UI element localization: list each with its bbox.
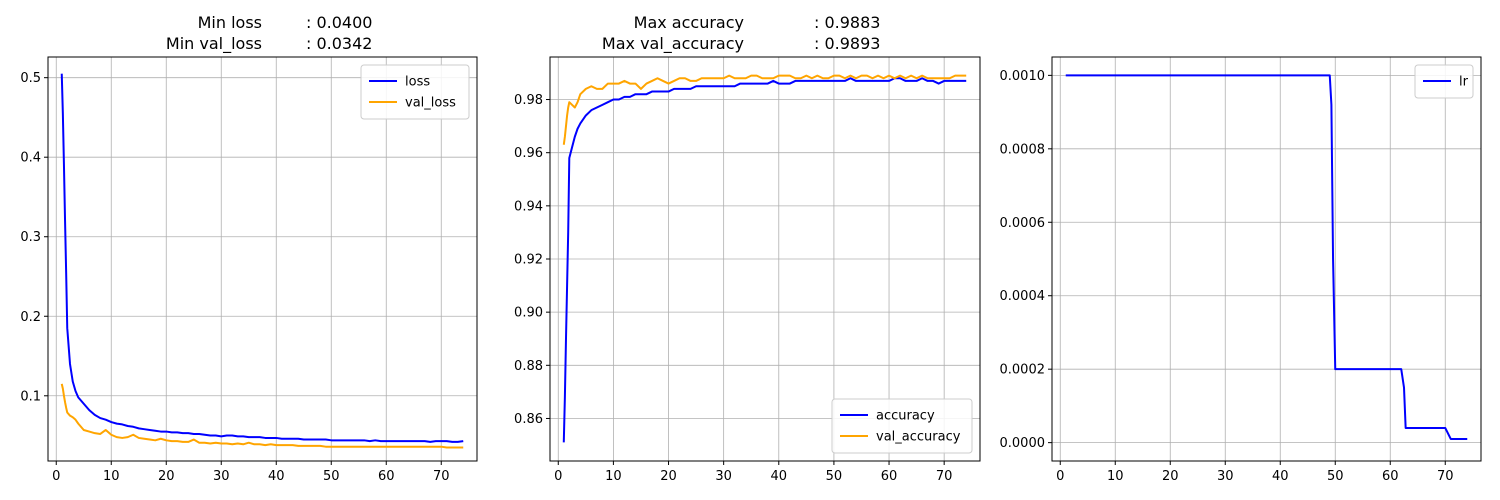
y-tick-label: 0.0006: [1000, 216, 1046, 231]
legend-box: [831, 398, 973, 454]
title-label: Min val_loss: [166, 34, 262, 54]
y-tick-label: 0.88: [514, 359, 543, 374]
y-tick-label: 0.0002: [1000, 363, 1046, 378]
x-tick-label: 70: [1437, 469, 1454, 484]
chart-panel-2: 0 10 20 30 40 50 60 70 0.86 0.88 0.90 0.92 0.94 0.96 0…: [514, 13, 981, 484]
x-tick-label: 30: [213, 469, 230, 484]
x-tick-label: 0: [554, 469, 562, 484]
x-tick-label: 50: [323, 469, 340, 484]
y-tick-label: 0.90: [514, 306, 543, 321]
x-tick-label: 20: [1162, 469, 1179, 484]
title-value: : 0.0400: [306, 13, 372, 32]
legend-label-lr: lr: [1459, 75, 1469, 90]
x-tick-label: 40: [771, 469, 788, 484]
title-label: Max val_accuracy: [602, 34, 744, 54]
x-tick-label: 40: [1272, 469, 1289, 484]
x-tick-label: 60: [378, 469, 395, 484]
x-tick-label: 10: [605, 469, 622, 484]
y-tick-label: 0.0000: [1000, 436, 1046, 451]
x-tick-label: 20: [660, 469, 677, 484]
y-tick-label: 0.98: [514, 93, 543, 108]
legend-box: [360, 64, 470, 120]
x-tick-label: 30: [1217, 469, 1234, 484]
legend-label-val_loss: val_loss: [405, 96, 456, 111]
x-tick-label: 50: [826, 469, 843, 484]
y-tick-label: 0.92: [514, 253, 543, 268]
series-line-val_loss: [60, 383, 464, 449]
y-tick-label: 0.0010: [1000, 69, 1046, 84]
x-tick-label: 10: [1107, 469, 1124, 484]
y-tick-label: 0.0008: [1000, 142, 1046, 157]
y-tick-label: 0.3: [20, 230, 41, 245]
y-tick-label: 0.96: [514, 146, 543, 161]
x-tick-label: 50: [1327, 469, 1344, 484]
title-label: Min loss: [198, 13, 262, 32]
x-tick-label: 60: [1382, 469, 1399, 484]
x-tick-label: 0: [52, 469, 60, 484]
x-tick-label: 60: [881, 469, 898, 484]
series-line-val_accuracy: [562, 74, 967, 145]
y-tick-label: 0.2: [20, 310, 41, 325]
y-tick-label: 0.4: [20, 151, 41, 166]
title-value: : 0.9893: [814, 34, 880, 53]
legend-label-accuracy: accuracy: [876, 409, 935, 424]
legend: accuracy val_accuracy: [831, 398, 973, 454]
x-tick-label: 70: [433, 469, 450, 484]
series-line-lr: [1065, 74, 1468, 440]
y-tick-label: 0.94: [514, 199, 543, 214]
y-tick-label: 0.0004: [1000, 289, 1046, 304]
axes-frame: [1051, 56, 1482, 462]
x-tick-label: 40: [268, 469, 285, 484]
chart-panel-1: 0 10 20 30 40 50 60 70 0.1 0.2 0.3 0.4 0.5 Min loss : …: [20, 13, 478, 484]
x-tick-label: 0: [1056, 469, 1064, 484]
series-line-loss: [60, 73, 464, 443]
y-tick-label: 0.86: [514, 412, 543, 427]
legend-label-val_accuracy: val_accuracy: [876, 430, 961, 445]
axes-frame: [47, 56, 478, 462]
series-line-accuracy: [562, 77, 967, 443]
title-value: : 0.9883: [814, 13, 880, 32]
legend-label-loss: loss: [405, 75, 430, 90]
chart-panel-3: 0 10 20 30 40 50 60 70 0.0000 0.0002 0.0004 0.0006 0…: [1000, 56, 1482, 484]
x-tick-label: 30: [715, 469, 732, 484]
x-tick-label: 20: [158, 469, 175, 484]
title-value: : 0.0342: [306, 34, 372, 53]
y-tick-label: 0.5: [20, 71, 41, 86]
legend: loss val_loss: [360, 64, 470, 120]
title-label: Max accuracy: [634, 13, 744, 32]
legend: lr: [1414, 64, 1474, 99]
x-tick-label: 10: [103, 469, 120, 484]
y-tick-label: 0.1: [20, 389, 41, 404]
x-tick-label: 70: [936, 469, 953, 484]
